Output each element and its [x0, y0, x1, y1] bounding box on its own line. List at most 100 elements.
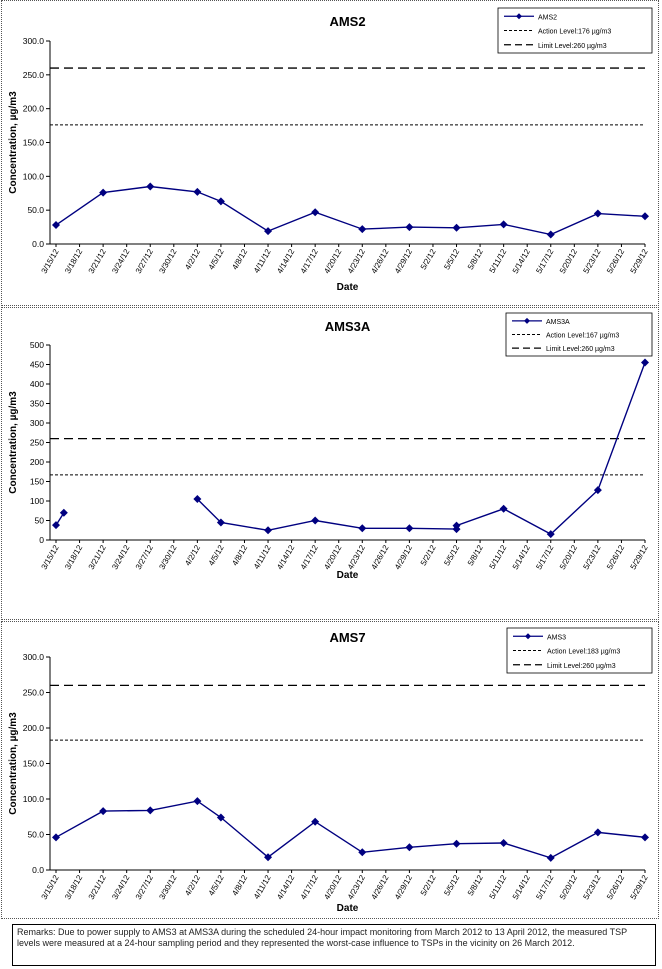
- legend-box: [497, 7, 653, 54]
- x-tick-label: 4/2/12: [183, 247, 202, 271]
- y-tick-label: 150.0: [23, 138, 45, 148]
- x-tick-label: 4/8/12: [230, 543, 249, 567]
- charts-canvas: AMS2 0.0 50.0 100.0 150.0 200.0 250.0 300.0 Conc…: [8, 7, 653, 914]
- data-point: [546, 230, 555, 239]
- x-tick-label: 5/23/12: [581, 543, 602, 571]
- data-point: [499, 220, 508, 229]
- x-axis-label: Date: [337, 570, 359, 581]
- series-line: [196, 362, 646, 535]
- legend-limit-label: Limit Level:260 µg/m3: [547, 663, 616, 670]
- data-point: [52, 221, 60, 230]
- data-point: [264, 227, 273, 236]
- legend: AMS2 Action Level:176 µg/m3 Limit Level:26…: [497, 7, 653, 54]
- x-tick-label: 4/23/12: [346, 873, 367, 901]
- chart-3: AMS7 0.0 50.0 100.0 150.0 200.0 250.0 300.0 Conc…: [8, 627, 653, 914]
- x-tick-label: 5/29/12: [629, 247, 650, 275]
- data-point: [358, 848, 367, 857]
- y-tick-label: 100.0: [23, 794, 45, 804]
- y-tick-label: 300: [30, 418, 44, 428]
- y-tick-label: 150.0: [23, 759, 45, 769]
- x-tick-label: 3/30/12: [157, 873, 178, 901]
- x-tick-label: 5/11/12: [488, 247, 509, 275]
- y-tick-label: 0.0: [32, 239, 44, 249]
- data-point: [546, 530, 555, 539]
- x-tick-label: 3/21/12: [87, 543, 108, 571]
- x-tick-label: 4/5/12: [207, 543, 226, 567]
- remarks-note: Remarks: Due to power supply to AMS3 at …: [12, 924, 656, 966]
- data-point: [499, 504, 508, 513]
- x-tick-label: 5/20/12: [558, 543, 579, 571]
- y-tick-label: 50.0: [27, 830, 44, 840]
- x-tick-label: 3/27/12: [134, 873, 155, 901]
- x-tick-label: 4/11/12: [252, 247, 273, 275]
- x-tick-label: 5/23/12: [581, 873, 602, 901]
- chart-title: AMS3A: [325, 319, 371, 334]
- x-tick-label: 5/20/12: [558, 247, 579, 275]
- data-point: [593, 828, 602, 837]
- x-tick-label: 4/20/12: [322, 873, 343, 901]
- legend: AMS3A Action Level:167 µg/m3 Limit Level:2…: [505, 312, 653, 357]
- y-tick-label: 100: [30, 496, 44, 506]
- legend-action-label: Action Level:167 µg/m3: [546, 333, 619, 340]
- data-point: [546, 853, 555, 862]
- data-point: [405, 524, 414, 533]
- y-tick-label: 0.0: [32, 865, 44, 875]
- x-tick-label: 4/14/12: [275, 543, 296, 571]
- x-tick-label: 5/17/12: [534, 873, 555, 901]
- x-tick-label: 4/11/12: [252, 543, 273, 571]
- x-tick-label: 5/14/12: [511, 247, 532, 275]
- x-tick-label: 3/15/12: [40, 543, 61, 571]
- y-tick-label: 250: [30, 438, 44, 448]
- legend-box: [505, 312, 653, 357]
- x-tick-label: 4/20/12: [322, 247, 343, 275]
- x-tick-label: 4/29/12: [393, 543, 414, 571]
- data-point: [641, 358, 649, 367]
- x-tick-label: 4/8/12: [230, 873, 249, 897]
- x-tick-label: 4/17/12: [299, 873, 320, 901]
- y-tick-label: 300.0: [23, 36, 45, 46]
- x-tick-label: 5/11/12: [488, 543, 509, 571]
- legend-series-label: AMS3A: [546, 319, 570, 326]
- x-tick-label: 3/18/12: [63, 873, 84, 901]
- legend: AMS3 Action Level:183 µg/m3 Limit Level:26…: [506, 627, 653, 674]
- data-point: [52, 521, 60, 530]
- y-tick-label: 200: [30, 457, 44, 467]
- x-tick-label: 3/30/12: [157, 247, 178, 275]
- x-tick-label: 5/5/12: [442, 873, 461, 897]
- legend-action-label: Action Level:176 µg/m3: [538, 29, 611, 36]
- data-point: [193, 187, 202, 196]
- legend-series-label: AMS2: [538, 14, 557, 21]
- data-point: [264, 853, 273, 862]
- chart-1: AMS2 0.0 50.0 100.0 150.0 200.0 250.0 300.0 Conc…: [8, 7, 653, 293]
- data-point: [146, 806, 155, 815]
- data-point: [193, 797, 202, 806]
- x-tick-label: 5/5/12: [442, 247, 461, 271]
- legend-series-marker: [524, 317, 530, 324]
- x-tick-label: 3/15/12: [40, 247, 61, 275]
- x-tick-label: 4/26/12: [369, 873, 390, 901]
- y-tick-label: 300.0: [23, 652, 45, 662]
- x-tick-label: 3/27/12: [134, 543, 155, 571]
- data-point: [99, 188, 108, 197]
- y-tick-label: 350: [30, 399, 44, 409]
- chart-2: AMS3A 0 50 100 150 200 250 300 350 400 450 500 Conce…: [8, 312, 653, 581]
- data-point: [452, 521, 461, 530]
- y-tick-label: 100.0: [23, 171, 45, 181]
- x-tick-label: 4/17/12: [299, 247, 320, 275]
- data-point: [641, 212, 649, 221]
- data-point: [311, 208, 320, 217]
- y-tick-label: 400: [30, 379, 44, 389]
- x-tick-label: 4/17/12: [299, 543, 320, 571]
- data-point: [499, 839, 508, 848]
- data-point: [311, 516, 320, 525]
- data-point: [452, 223, 461, 232]
- x-tick-label: 3/18/12: [63, 543, 84, 571]
- x-tick-label: 4/23/12: [346, 543, 367, 571]
- x-tick-label: 3/24/12: [110, 543, 131, 571]
- y-tick-label: 0: [39, 535, 44, 545]
- x-tick-label: 4/29/12: [393, 247, 414, 275]
- y-tick-label: 150: [30, 477, 44, 487]
- data-point: [405, 223, 414, 232]
- data-point: [358, 524, 367, 533]
- y-axis-label: Concentration, µg/m3: [8, 712, 19, 815]
